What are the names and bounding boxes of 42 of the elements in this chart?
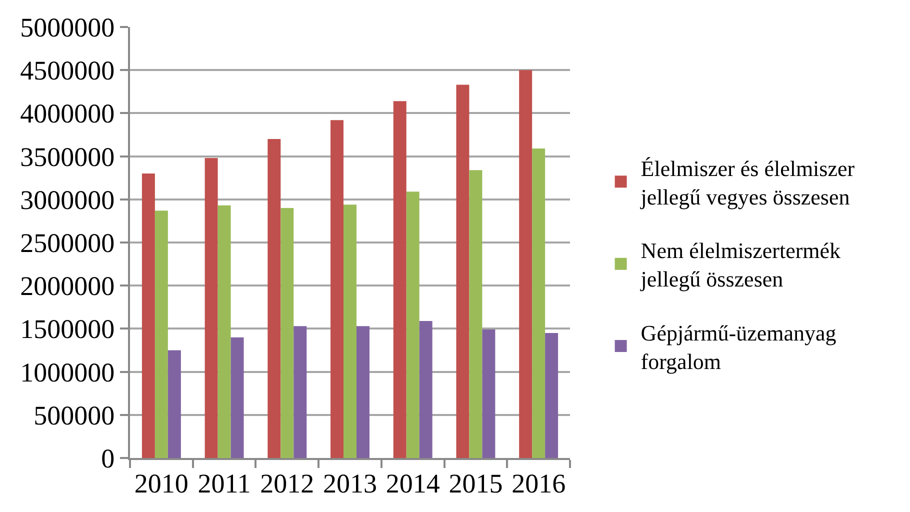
- y-tick-label: 4500000: [20, 56, 115, 86]
- bar: [469, 170, 482, 458]
- y-tick-label: 2500000: [20, 228, 115, 258]
- x-tick-label: 2015: [448, 468, 503, 498]
- x-tick-label: 2012: [260, 468, 314, 498]
- y-tick-label: 0: [101, 443, 115, 474]
- y-tick-label: 5000000: [20, 12, 115, 42]
- bar: [330, 120, 344, 458]
- y-tick-label: 2000000: [20, 271, 115, 302]
- x-tick-label: 2013: [323, 468, 377, 498]
- bar: [154, 210, 168, 458]
- bar: [519, 70, 532, 458]
- y-tick-label: 1500000: [20, 314, 115, 344]
- x-tick-label: 2016: [512, 468, 566, 498]
- y-tick-label: 500000: [34, 400, 115, 430]
- x-tick-label: 2011: [198, 468, 251, 498]
- bar: [545, 333, 558, 458]
- bar: [393, 101, 406, 458]
- bar: [419, 320, 432, 458]
- legend-label: Gépjármű-üzemanyag forgalom: [640, 320, 836, 374]
- bar: [218, 205, 231, 458]
- bar: [482, 330, 496, 458]
- y-tick-label: 3000000: [20, 184, 115, 215]
- y-tick-label: 4000000: [20, 98, 115, 129]
- legend-label: Nem élelmiszertermék jellegű összesen: [640, 238, 841, 292]
- y-tick-label: 1000000: [20, 357, 115, 388]
- x-tick-label: 2010: [134, 468, 188, 498]
- bar: [406, 192, 420, 458]
- x-tick-label: 2014: [386, 468, 440, 498]
- bar: [168, 350, 181, 458]
- bar: [280, 208, 294, 458]
- bar: [142, 174, 155, 458]
- bar: [204, 158, 218, 458]
- legend-label: Élelmiszer és élelmiszer jellegű vegyes összesen: [640, 156, 856, 210]
- bar: [294, 326, 307, 458]
- bar: [356, 326, 370, 458]
- bar: [532, 148, 546, 458]
- bar: [344, 204, 356, 458]
- bar: [456, 84, 470, 458]
- bar: [230, 337, 244, 458]
- bar: [268, 139, 281, 458]
- y-tick-label: 3500000: [20, 142, 115, 172]
